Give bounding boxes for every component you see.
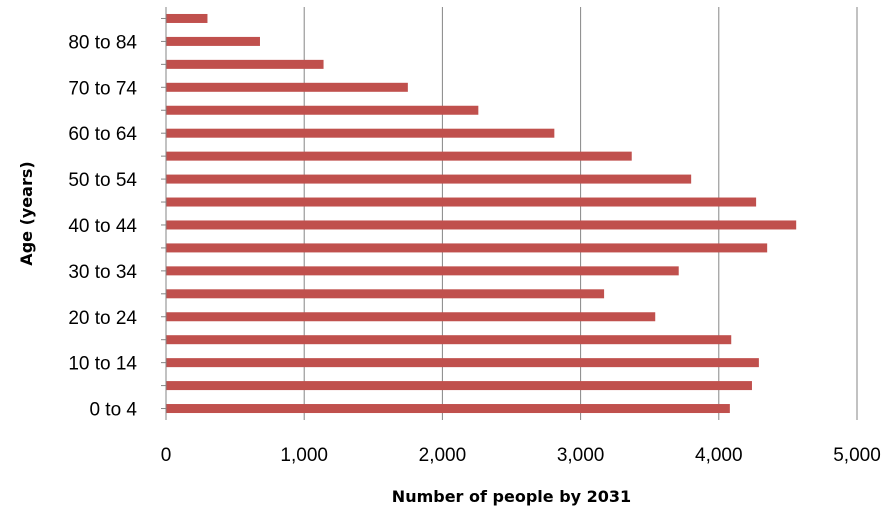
bar: [166, 197, 757, 207]
y-tick-label: 30 to 34: [68, 262, 137, 283]
bar: [166, 358, 759, 368]
y-tick-label: 20 to 24: [68, 308, 137, 329]
y-axis-ticks: 0 to 4 10 to 14 20 to 24 30 to 34 40 to 44 50…: [68, 17, 166, 421]
x-tick-label: 3,000: [557, 445, 605, 466]
gridlines: [303, 7, 858, 420]
bar: [166, 220, 797, 230]
y-tick-label: 80 to 84: [68, 32, 137, 53]
y-tick-label: 70 to 74: [68, 78, 137, 99]
x-tick-label: 2,000: [419, 445, 467, 466]
bar: [166, 82, 408, 92]
bar: [166, 151, 632, 161]
bar: [166, 36, 260, 46]
y-tick-label: 10 to 14: [68, 354, 137, 375]
x-tick-label: 1,000: [280, 445, 328, 466]
x-tick-label: 4,000: [695, 445, 743, 466]
bar: [166, 381, 752, 391]
x-axis-ticks: 0 1,000 2,000 3,000 4,000 5,000: [161, 445, 881, 466]
y-tick-label: 40 to 44: [68, 216, 137, 237]
bar: [166, 243, 768, 253]
bar: [166, 312, 656, 322]
y-axis-title: Age (years): [17, 161, 36, 265]
y-tick-label: 60 to 64: [68, 124, 137, 145]
bar: [166, 266, 679, 276]
bar: [166, 335, 732, 345]
x-tick-label: 5,000: [833, 445, 881, 466]
y-tick-label: 0 to 4: [89, 400, 137, 421]
bar: [166, 59, 324, 69]
x-tick-label: 0: [161, 445, 172, 466]
bar: [166, 174, 692, 184]
x-axis-title: Number of people by 2031: [392, 487, 631, 506]
bar: [166, 13, 208, 23]
bar: [166, 404, 730, 414]
bars: [166, 13, 797, 414]
bar: [166, 105, 479, 115]
bar: [166, 289, 605, 299]
bar: [166, 128, 555, 138]
y-tick-label: 50 to 54: [68, 170, 137, 191]
